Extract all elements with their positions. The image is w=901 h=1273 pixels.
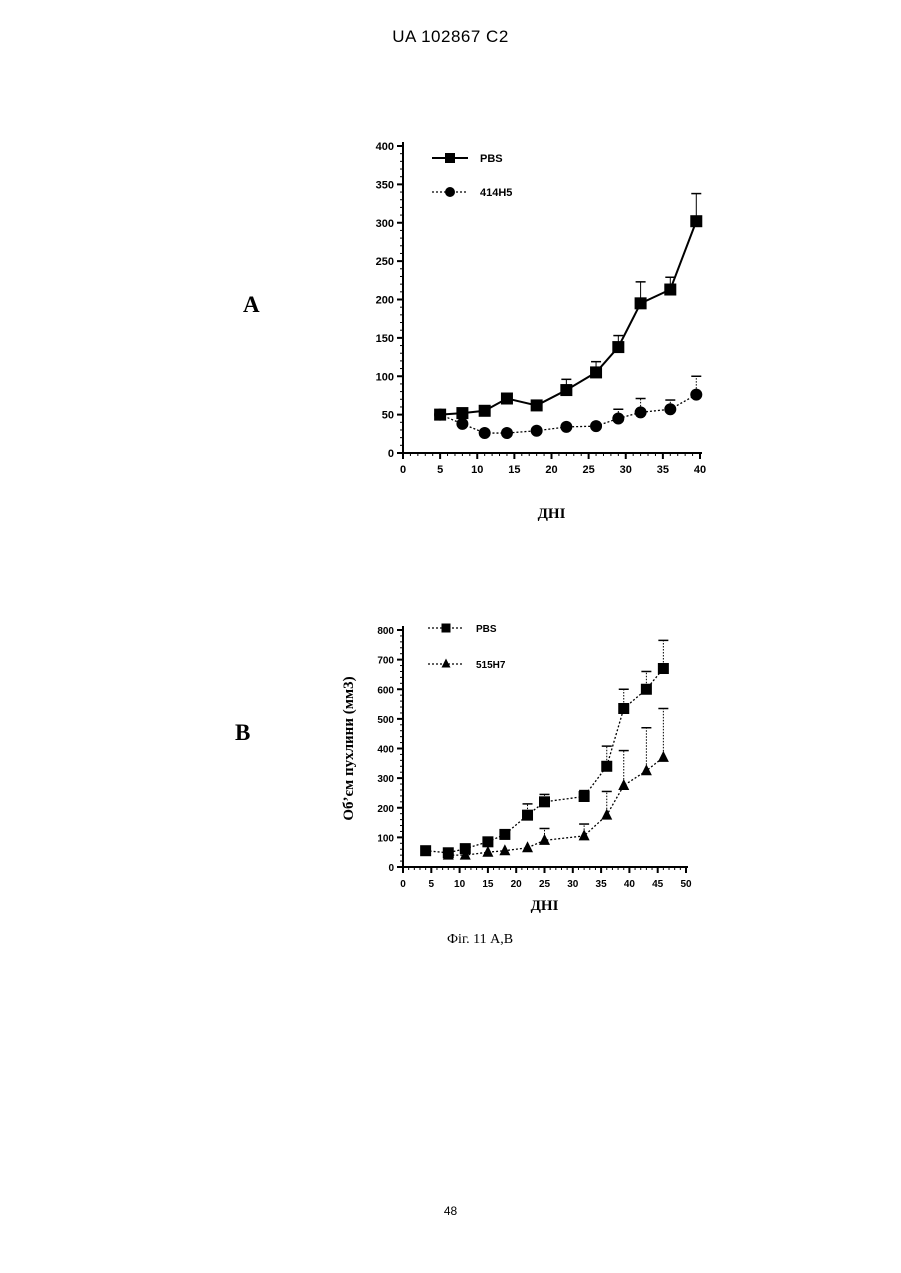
- series-pbs: [420, 640, 669, 858]
- series-line: [426, 669, 664, 853]
- y-tick-label: 800: [377, 626, 394, 637]
- data-point: [618, 703, 629, 714]
- data-point: [522, 841, 533, 852]
- legend-label: PBS: [476, 624, 497, 635]
- x-tick-label: 30: [567, 879, 579, 890]
- data-point: [641, 684, 652, 695]
- data-point: [522, 810, 533, 821]
- data-point: [618, 779, 629, 790]
- series-515h7: [443, 709, 669, 860]
- data-point: [482, 846, 493, 857]
- legend-marker: [442, 659, 451, 668]
- data-point: [539, 834, 550, 845]
- legend-marker: [442, 624, 451, 633]
- chart-b: 0 100 200 300 400 500 600 700 800 0 5 10 15 20 25 30 35 4…: [0, 0, 901, 930]
- y-tick-label: 100: [377, 833, 394, 844]
- series-line: [448, 757, 663, 855]
- data-point: [641, 764, 652, 775]
- y-tick-label: 400: [377, 745, 394, 756]
- y-axis-label: Об’єм пухлини (мм3): [341, 676, 357, 820]
- y-tick-label: 300: [377, 774, 394, 785]
- data-point: [601, 761, 612, 772]
- data-point: [601, 809, 612, 820]
- page-number: 48: [0, 1204, 901, 1218]
- legend-entry-pbs: PBS: [428, 624, 497, 636]
- data-point: [579, 829, 590, 840]
- x-tick-label: 10: [454, 879, 466, 890]
- x-tick-label: 0: [400, 879, 406, 890]
- y-tick-label: 200: [377, 804, 394, 815]
- x-axis-label: ДНІ: [531, 898, 559, 914]
- data-point: [499, 829, 510, 840]
- x-tick-label: 5: [429, 879, 435, 890]
- x-tick-label: 25: [539, 879, 551, 890]
- y-tick-label: 600: [377, 685, 394, 696]
- x-tick-label: 50: [680, 879, 692, 890]
- x-tick-label: 15: [482, 879, 494, 890]
- data-point: [658, 751, 669, 762]
- data-point: [482, 836, 493, 847]
- x-tick-label: 40: [624, 879, 636, 890]
- legend-entry-515h7: 515H7: [428, 659, 506, 672]
- y-tick-label: 500: [377, 715, 394, 726]
- data-point: [579, 791, 590, 802]
- figure-caption: Фіг. 11 А,В: [447, 932, 513, 948]
- plot-area: 0 100 200 300 400 500 600 700 800 0 5 10 15 20 25 30 35 4…: [341, 624, 692, 915]
- y-tick-label: 700: [377, 656, 394, 667]
- legend-label: 515H7: [476, 660, 506, 671]
- data-point: [539, 796, 550, 807]
- data-point: [658, 663, 669, 674]
- data-point: [420, 845, 431, 856]
- x-tick-label: 20: [511, 879, 523, 890]
- x-tick-label: 35: [596, 879, 608, 890]
- x-tick-label: 45: [652, 879, 664, 890]
- y-tick-label: 0: [388, 863, 394, 874]
